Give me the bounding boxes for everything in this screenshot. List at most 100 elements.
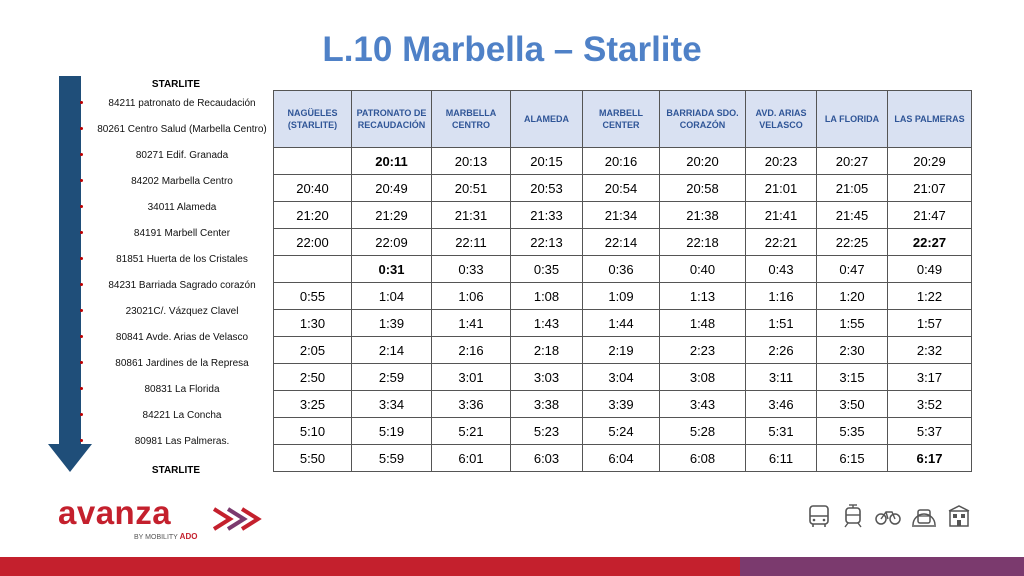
time-cell: 6:17 [887, 444, 972, 472]
column-header-line: MARBELL [599, 108, 643, 118]
column-header: PATRONATO DE RECAUDACIÓN [351, 90, 432, 148]
time-cell: 3:46 [745, 390, 817, 418]
bullet-icon [80, 335, 83, 338]
stop-label: 80981 Las Palmeras. [134, 436, 230, 447]
timetable: NAGÜELES (STARLITE) PATRONATO DE RECAUDACIÓ… [273, 90, 972, 472]
bullet-icon [80, 309, 83, 312]
time-cell: 5:19 [351, 417, 432, 445]
stop-label: 80861 Jardines de la Represa [115, 358, 249, 369]
time-cell: 1:13 [659, 282, 746, 310]
stop-label: 84211 patronato de Recaudación [108, 98, 256, 109]
table-row: 20:40 20:49 20:51 20:53 20:54 20:58 21:01 21:05… [273, 174, 972, 202]
time-cell: 20:54 [582, 174, 660, 202]
time-cell: 5:59 [351, 444, 432, 472]
time-cell: 5:21 [431, 417, 511, 445]
time-cell: 5:28 [659, 417, 746, 445]
time-cell: 3:43 [659, 390, 746, 418]
time-cell: 3:36 [431, 390, 511, 418]
bullet-icon [80, 257, 83, 260]
table-row: 2:50 2:59 3:01 3:03 3:04 3:08 3:11 3:15 3:17 [273, 363, 972, 391]
time-cell: 0:47 [816, 255, 888, 283]
time-cell: 2:16 [431, 336, 511, 364]
time-cell: 1:20 [816, 282, 888, 310]
time-cell: 3:50 [816, 390, 888, 418]
bullet-icon [80, 439, 83, 442]
logo-brand-text: avanza [58, 494, 172, 531]
time-cell: 5:37 [887, 417, 972, 445]
time-cell: 21:45 [816, 201, 888, 229]
time-cell: 5:50 [273, 444, 352, 472]
stop-label: 80841 Avde. Arias de Velasco [115, 332, 249, 343]
logo-mobility: MOBILITY [145, 534, 178, 541]
column-header: LAS PALMERAS [887, 90, 972, 148]
table-row: 5:10 5:19 5:21 5:23 5:24 5:28 5:31 5:35 5:37 [273, 417, 972, 445]
stop-label: 80261 Centro Salud (Marbella Centro) [97, 124, 267, 135]
column-header-line: CENTRO [452, 120, 490, 130]
time-cell: 20:20 [659, 147, 746, 175]
stop-item: 84202 Marbella Centro [78, 175, 274, 201]
bullet-icon [80, 231, 83, 234]
stop-label: 84191 Marbell Center [133, 228, 231, 239]
time-cell: 5:31 [745, 417, 817, 445]
time-cell: 5:35 [816, 417, 888, 445]
time-cell: 1:09 [582, 282, 660, 310]
stop-label: 84221 La Concha [142, 410, 222, 421]
bullet-icon [80, 361, 83, 364]
stop-item: 80861 Jardines de la Represa [78, 357, 274, 383]
time-cell: 1:16 [745, 282, 817, 310]
station-icon [946, 503, 972, 534]
stop-label: 80271 Edif. Granada [135, 150, 229, 161]
time-cell: 1:44 [582, 309, 660, 337]
stop-label: 23021C/. Vázquez Clavel [125, 306, 239, 317]
time-cell: 0:49 [887, 255, 972, 283]
time-cell: 22:14 [582, 228, 660, 256]
stop-item: 80271 Edif. Granada [78, 149, 274, 175]
time-cell: 1:51 [745, 309, 817, 337]
stop-label: 80831 La Florida [144, 384, 220, 395]
time-cell: 0:43 [745, 255, 817, 283]
time-cell: 22:27 [887, 228, 972, 256]
time-cell: 5:10 [273, 417, 352, 445]
time-cell: 3:34 [351, 390, 432, 418]
time-cell: 1:55 [816, 309, 888, 337]
avanza-logo: avanza BY MOBILITY ADO [58, 494, 268, 546]
table-row: 0:55 1:04 1:06 1:08 1:09 1:13 1:16 1:20 1:22 [273, 282, 972, 310]
bullet-icon [80, 205, 83, 208]
time-cell: 22:00 [273, 228, 352, 256]
metro-icon [910, 503, 938, 534]
time-cell: 21:38 [659, 201, 746, 229]
time-cell: 2:59 [351, 363, 432, 391]
stop-item: 84221 La Concha [78, 409, 274, 435]
time-cell: 2:19 [582, 336, 660, 364]
logo-chevron-icon [212, 507, 262, 531]
time-cell: 5:23 [510, 417, 583, 445]
stop-item: 80981 Las Palmeras. [78, 435, 274, 461]
table-row: 1:30 1:39 1:41 1:43 1:44 1:48 1:51 1:55 1:57 [273, 309, 972, 337]
column-header: MARBELLA CENTRO [431, 90, 511, 148]
column-header-line: VELASCO [759, 120, 803, 130]
time-cell: 3:04 [582, 363, 660, 391]
stop-item: 81851 Huerta de los Cristales [78, 253, 274, 279]
table-row: 22:00 22:09 22:11 22:13 22:14 22:18 22:21 22:25… [273, 228, 972, 256]
time-cell: 6:04 [582, 444, 660, 472]
column-header: LA FLORIDA [816, 90, 888, 148]
time-cell: 20:51 [431, 174, 511, 202]
time-cell: 3:08 [659, 363, 746, 391]
time-cell: 0:31 [351, 255, 432, 283]
time-cell: 6:01 [431, 444, 511, 472]
bullet-icon [80, 101, 83, 104]
time-cell: 21:01 [745, 174, 817, 202]
time-cell: 1:22 [887, 282, 972, 310]
stop-item: 23021C/. Vázquez Clavel [78, 305, 274, 331]
stop-label: 81851 Huerta de los Cristales [116, 254, 248, 265]
time-cell: 21:31 [431, 201, 511, 229]
stop-item: 84231 Barriada Sagrado corazón [78, 279, 274, 305]
time-cell: 21:07 [887, 174, 972, 202]
time-cell: 22:13 [510, 228, 583, 256]
time-cell: 1:48 [659, 309, 746, 337]
stops-list: 84211 patronato de Recaudación 80261 Cent… [78, 97, 274, 461]
stops-bottom-label: STARLITE [151, 465, 201, 476]
time-cell: 1:06 [431, 282, 511, 310]
time-cell: 22:09 [351, 228, 432, 256]
table-row: 0:31 0:33 0:35 0:36 0:40 0:43 0:47 0:49 [273, 255, 972, 283]
